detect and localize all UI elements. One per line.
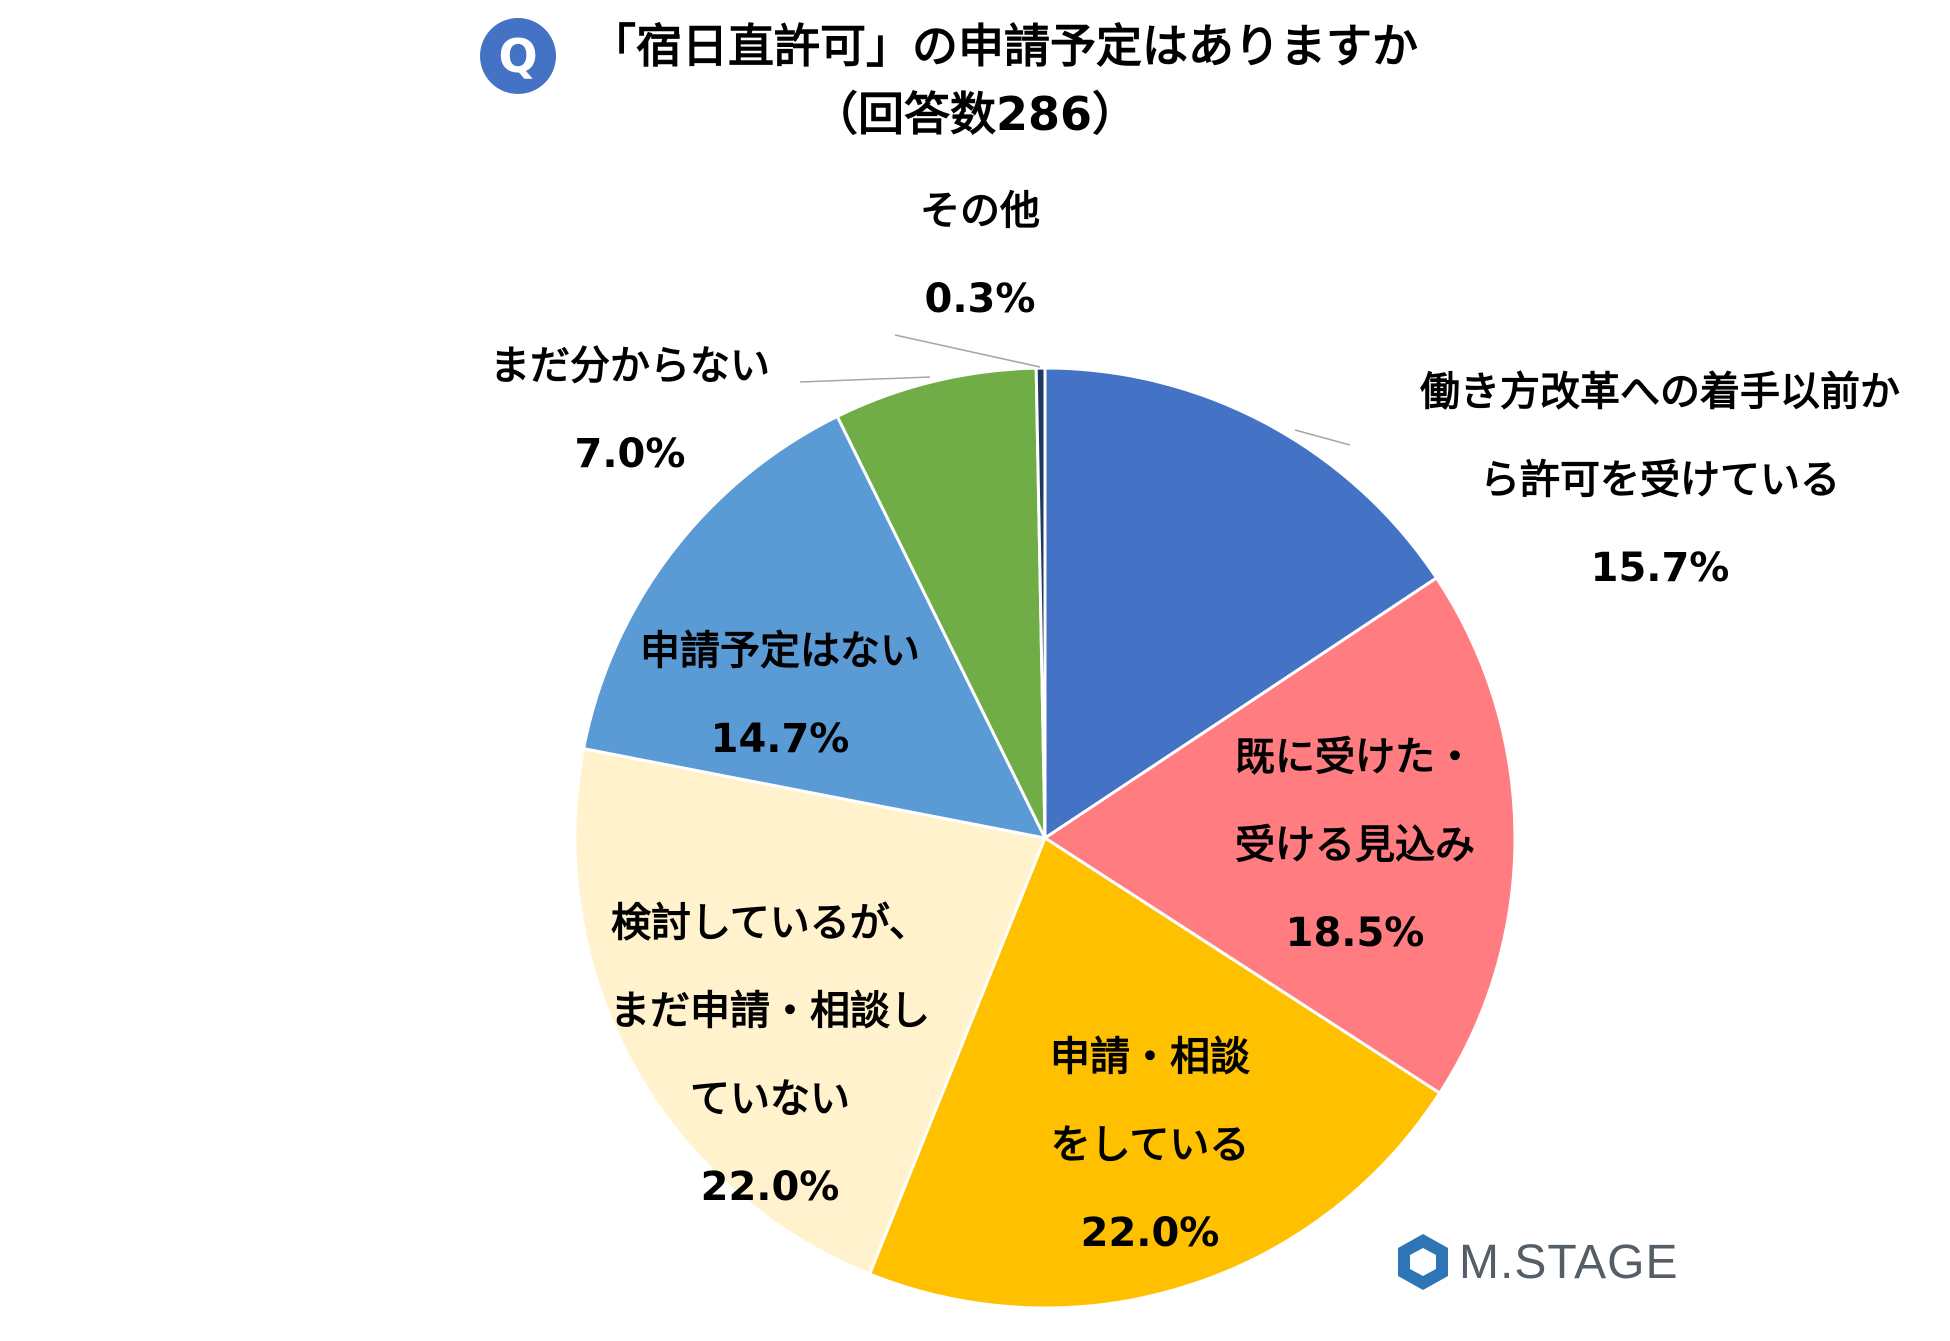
slice-4-label-line: まだ申請・相談し — [610, 988, 930, 1034]
slice-4-label-line: ていない — [690, 1076, 850, 1122]
slice-4-label: 検討しているが、 まだ申請・相談し ていない 22.0% — [470, 879, 1070, 1231]
hexagon-logo-icon — [1398, 1234, 1448, 1290]
slice-3-label-line: 申請・相談 — [1050, 1034, 1250, 1080]
slice-6-label-line: まだ分からない — [490, 343, 770, 389]
slice-2-percent: 18.5% — [1285, 910, 1425, 956]
slice-3-label-line: をしている — [1050, 1122, 1250, 1168]
slice-3-wedge — [867, 835, 1442, 1310]
slice-5-label-line: 申請予定はない — [640, 628, 920, 674]
slice-2-label-line: 既に受けた・ — [1235, 734, 1475, 780]
slice-6-label: まだ分からない 7.0% — [330, 322, 930, 498]
chart-title: 「宿日直許可」の申請予定はありますか — [590, 19, 1418, 73]
slice-6-percent: 7.0% — [574, 431, 686, 477]
slice-7-label-line: その他 — [920, 188, 1040, 234]
slice-7-percent: 0.3% — [924, 276, 1036, 322]
chart-subtitle: （回答数286） — [811, 87, 1139, 141]
slice-3-label: 申請・相談をしている 22.0% — [850, 1013, 1450, 1277]
slice-4-label-line: 検討しているが、 — [611, 900, 929, 946]
mstage-logo: M.STAGE — [1395, 1232, 1678, 1292]
slice-3-percent: 22.0% — [1080, 1210, 1220, 1256]
slice-4-wedge — [573, 746, 1048, 1276]
slice-6-leader-line — [799, 376, 931, 383]
slice-5-percent: 14.7% — [710, 716, 850, 762]
slice-4-percent: 22.0% — [700, 1164, 840, 1210]
slice-2-wedge — [1042, 575, 1517, 1096]
question-badge: Q — [480, 18, 556, 94]
slice-1-label-line: 働き方改革への着手以前か — [1420, 369, 1900, 415]
slice-1-wedge — [1043, 366, 1439, 841]
slice-5-label: 申請予定はない 14.7% — [480, 607, 1080, 783]
slice-2-label-line: 受ける見込み — [1235, 822, 1475, 868]
slice-1-leader-line — [1294, 429, 1351, 446]
logo-text: M.STAGE — [1459, 1235, 1679, 1289]
slice-7-wedge — [1034, 366, 1047, 839]
slice-7-leader-line — [894, 334, 1041, 368]
slice-5-wedge — [581, 414, 1048, 841]
slice-6-wedge — [835, 366, 1047, 839]
slice-7-label: その他 0.3% — [680, 167, 1280, 343]
slice-1-label-line: ら許可を受けている — [1480, 457, 1840, 503]
slice-1-label: 働き方改革への着手以前か ら許可を受けている 15.7% — [1360, 348, 1950, 612]
slice-1-percent: 15.7% — [1590, 545, 1730, 591]
slice-2-label: 既に受けた・ 受ける見込み 18.5% — [1055, 713, 1655, 977]
